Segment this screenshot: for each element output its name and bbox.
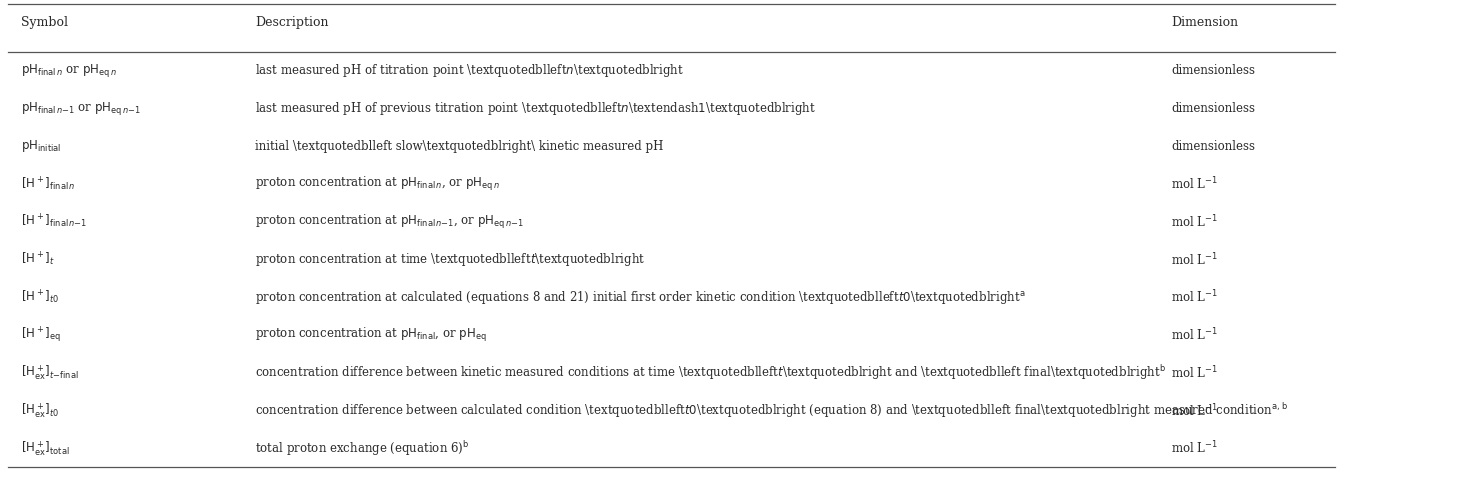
Text: mol L$^{-1}$: mol L$^{-1}$ xyxy=(1171,213,1217,230)
Text: dimensionless: dimensionless xyxy=(1171,140,1255,153)
Text: $[\mathrm{H}^+_{\mathrm{ex}}]_{t0}$: $[\mathrm{H}^+_{\mathrm{ex}}]_{t0}$ xyxy=(22,401,60,420)
Text: Description: Description xyxy=(255,16,330,29)
Text: $\mathrm{pH}_{\mathrm{final}\,n\mathsf{-}1}$ or $\mathrm{pH}_{\mathrm{eq}\,n\mat: $\mathrm{pH}_{\mathrm{final}\,n\mathsf{-… xyxy=(22,100,141,117)
Text: total proton exchange (equation 6)$^{\mathrm{b}}$: total proton exchange (equation 6)$^{\ma… xyxy=(255,439,469,458)
Text: $[\mathrm{H}^+]_{\mathrm{final}\,n}$: $[\mathrm{H}^+]_{\mathrm{final}\,n}$ xyxy=(22,175,76,193)
Text: Dimension: Dimension xyxy=(1171,16,1238,29)
Text: mol L$^{-1}$: mol L$^{-1}$ xyxy=(1171,176,1217,192)
Text: dimensionless: dimensionless xyxy=(1171,102,1255,115)
Text: initial \textquotedblleft slow\textquotedblright\ kinetic measured pH: initial \textquotedblleft slow\textquote… xyxy=(255,140,663,153)
Text: Symbol: Symbol xyxy=(22,16,69,29)
Text: last measured pH of previous titration point \textquotedblleft$n$\textendash$1$\: last measured pH of previous titration p… xyxy=(255,100,816,117)
Text: $\mathrm{pH}_{\mathrm{final}\,n}$ or $\mathrm{pH}_{\mathrm{eq}\,n}$: $\mathrm{pH}_{\mathrm{final}\,n}$ or $\m… xyxy=(22,62,117,79)
Text: proton concentration at $\mathrm{pH}_{\mathrm{final}\,n\mathsf{-}1}$, or $\mathr: proton concentration at $\mathrm{pH}_{\m… xyxy=(255,213,525,231)
Text: mol L$^{-1}$: mol L$^{-1}$ xyxy=(1171,289,1217,306)
Text: $[\mathrm{H}^+]_{\mathrm{eq}}$: $[\mathrm{H}^+]_{\mathrm{eq}}$ xyxy=(22,326,61,345)
Text: mol L$^{-1}$: mol L$^{-1}$ xyxy=(1171,365,1217,381)
Text: proton concentration at calculated (equations 8 and 21) initial first order kine: proton concentration at calculated (equa… xyxy=(255,289,1026,306)
Text: $[\mathrm{H}^+]_{t0}$: $[\mathrm{H}^+]_{t0}$ xyxy=(22,288,60,306)
Text: concentration difference between kinetic measured conditions at time \textquoted: concentration difference between kinetic… xyxy=(255,363,1166,382)
Text: proton concentration at time \textquotedblleft$t$\textquotedblright: proton concentration at time \textquoted… xyxy=(255,251,646,268)
Text: mol L$^{-1}$: mol L$^{-1}$ xyxy=(1171,251,1217,268)
Text: dimensionless: dimensionless xyxy=(1171,64,1255,77)
Text: concentration difference between calculated condition \textquotedblleft$t0$\text: concentration difference between calcula… xyxy=(255,401,1289,420)
Text: $[\mathrm{H}^+_{\mathrm{ex}}]_{t\mathsf{-}\mathrm{final}}$: $[\mathrm{H}^+_{\mathrm{ex}}]_{t\mathsf{… xyxy=(22,363,79,382)
Text: mol L$^{-1}$: mol L$^{-1}$ xyxy=(1171,327,1217,343)
Text: $[\mathrm{H}^+_{\mathrm{ex}}]_{\mathrm{total}}$: $[\mathrm{H}^+_{\mathrm{ex}}]_{\mathrm{t… xyxy=(22,439,70,458)
Text: $[\mathrm{H}^+]_{\mathrm{final}\,n\mathsf{-}1}$: $[\mathrm{H}^+]_{\mathrm{final}\,n\maths… xyxy=(22,213,87,230)
Text: proton concentration at $\mathrm{pH}_{\mathrm{final}}$, or $\mathrm{pH}_{\mathrm: proton concentration at $\mathrm{pH}_{\m… xyxy=(255,326,487,344)
Text: $[\mathrm{H}^+]_{t}$: $[\mathrm{H}^+]_{t}$ xyxy=(22,251,55,268)
Text: mol L$^{-1}$: mol L$^{-1}$ xyxy=(1171,402,1217,419)
Text: last measured pH of titration point \textquotedblleft$n$\textquotedblright: last measured pH of titration point \tex… xyxy=(255,62,684,79)
Text: mol L$^{-1}$: mol L$^{-1}$ xyxy=(1171,440,1217,456)
Text: $\mathrm{pH}_{\mathrm{initial}}$: $\mathrm{pH}_{\mathrm{initial}}$ xyxy=(22,138,61,154)
Text: proton concentration at $\mathrm{pH}_{\mathrm{final}\,n}$, or $\mathrm{pH}_{\mat: proton concentration at $\mathrm{pH}_{\m… xyxy=(255,175,500,193)
